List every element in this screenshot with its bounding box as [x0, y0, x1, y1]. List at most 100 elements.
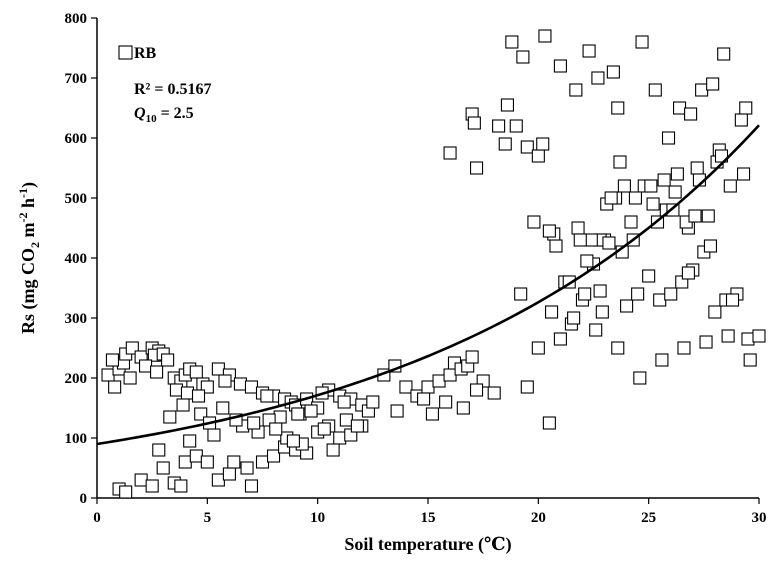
data-point: [752, 329, 766, 343]
data-point: [602, 236, 616, 250]
data-point: [606, 65, 620, 79]
data-point: [211, 362, 225, 376]
data-point: [291, 407, 305, 421]
data-point: [432, 374, 446, 388]
x-tick-label: 5: [204, 510, 212, 526]
data-point: [520, 380, 534, 394]
y-tick-label: 500: [65, 191, 88, 207]
data-point: [578, 287, 592, 301]
data-point: [189, 449, 203, 463]
data-point: [339, 413, 353, 427]
data-point: [725, 293, 740, 307]
data-point: [467, 116, 481, 130]
data-point: [211, 473, 225, 487]
data-point: [304, 404, 318, 418]
y-tick-label: 700: [65, 71, 88, 87]
data-point: [516, 50, 530, 64]
data-point: [664, 287, 678, 301]
data-point: [520, 140, 534, 154]
data-point: [536, 137, 550, 151]
data-point: [531, 149, 545, 163]
data-point: [739, 101, 753, 115]
data-point: [326, 443, 340, 457]
data-point: [169, 383, 183, 397]
data-point: [721, 329, 735, 343]
data-point: [717, 47, 731, 61]
data-point: [233, 377, 247, 391]
data-point: [589, 323, 603, 337]
data-point: [684, 107, 698, 121]
data-point: [350, 419, 364, 433]
y-axis-title: Rs (mg CO2 m-2 h-1): [16, 182, 42, 334]
data-point: [655, 353, 669, 367]
exponential-fit-curve: [96, 124, 760, 446]
data-point: [200, 455, 214, 469]
data-point: [269, 422, 283, 436]
data-point: [180, 386, 195, 400]
q10-annotation: Q10 = 2.5: [134, 105, 194, 125]
data-point: [286, 434, 300, 448]
x-tick-label: 0: [93, 510, 101, 526]
data-point: [611, 101, 625, 115]
data-point: [569, 83, 583, 97]
data-point: [443, 368, 457, 382]
data-point: [706, 77, 720, 91]
data-point: [633, 371, 647, 385]
data-points: [101, 29, 766, 499]
data-point: [317, 422, 331, 436]
data-point: [439, 395, 453, 409]
data-point: [553, 59, 567, 73]
data-point: [737, 167, 751, 181]
data-point: [108, 380, 122, 394]
data-point: [337, 395, 351, 409]
data-point: [677, 341, 691, 355]
data-point: [216, 401, 230, 415]
data-point: [514, 287, 528, 301]
data-point: [421, 380, 435, 394]
data-point: [123, 371, 137, 385]
data-point: [119, 485, 133, 499]
data-point: [688, 209, 702, 223]
y-tick-label: 600: [65, 131, 88, 147]
data-point: [145, 479, 159, 493]
data-point: [604, 191, 618, 205]
x-tick-label: 20: [531, 510, 546, 526]
data-point: [178, 455, 192, 469]
data-point: [657, 173, 671, 187]
x-tick-label: 10: [310, 510, 325, 526]
data-point: [207, 428, 221, 442]
data-point: [699, 335, 713, 349]
y-tick-label: 100: [65, 431, 88, 447]
data-point: [417, 392, 431, 406]
data-point: [509, 119, 523, 133]
data-point: [593, 284, 607, 298]
data-point: [653, 293, 667, 307]
data-point: [617, 179, 631, 193]
data-point: [399, 380, 413, 394]
r-squared-annotation: R² = 0.5167: [134, 81, 211, 98]
data-point: [613, 155, 627, 169]
data-point: [425, 407, 439, 421]
data-point: [624, 215, 638, 229]
data-point: [701, 209, 715, 223]
data-point: [176, 398, 190, 412]
data-point: [456, 401, 470, 415]
data-point: [628, 191, 642, 205]
data-point: [390, 404, 404, 418]
x-axis-ticks: 0 5 10 15 20 25 30: [93, 498, 767, 526]
data-point: [183, 434, 197, 448]
data-point: [580, 254, 594, 268]
data-point: [673, 101, 687, 115]
data-point: [644, 179, 658, 193]
y-tick-label: 200: [65, 371, 88, 387]
data-point: [163, 410, 177, 424]
data-point: [244, 479, 259, 493]
y-tick-label: 800: [65, 11, 88, 27]
data-point: [247, 416, 261, 430]
data-point: [505, 35, 519, 49]
x-axis-title: Soil temperature (℃): [344, 534, 511, 555]
data-point: [138, 359, 153, 373]
data-point: [545, 305, 559, 319]
data-point: [222, 467, 236, 481]
